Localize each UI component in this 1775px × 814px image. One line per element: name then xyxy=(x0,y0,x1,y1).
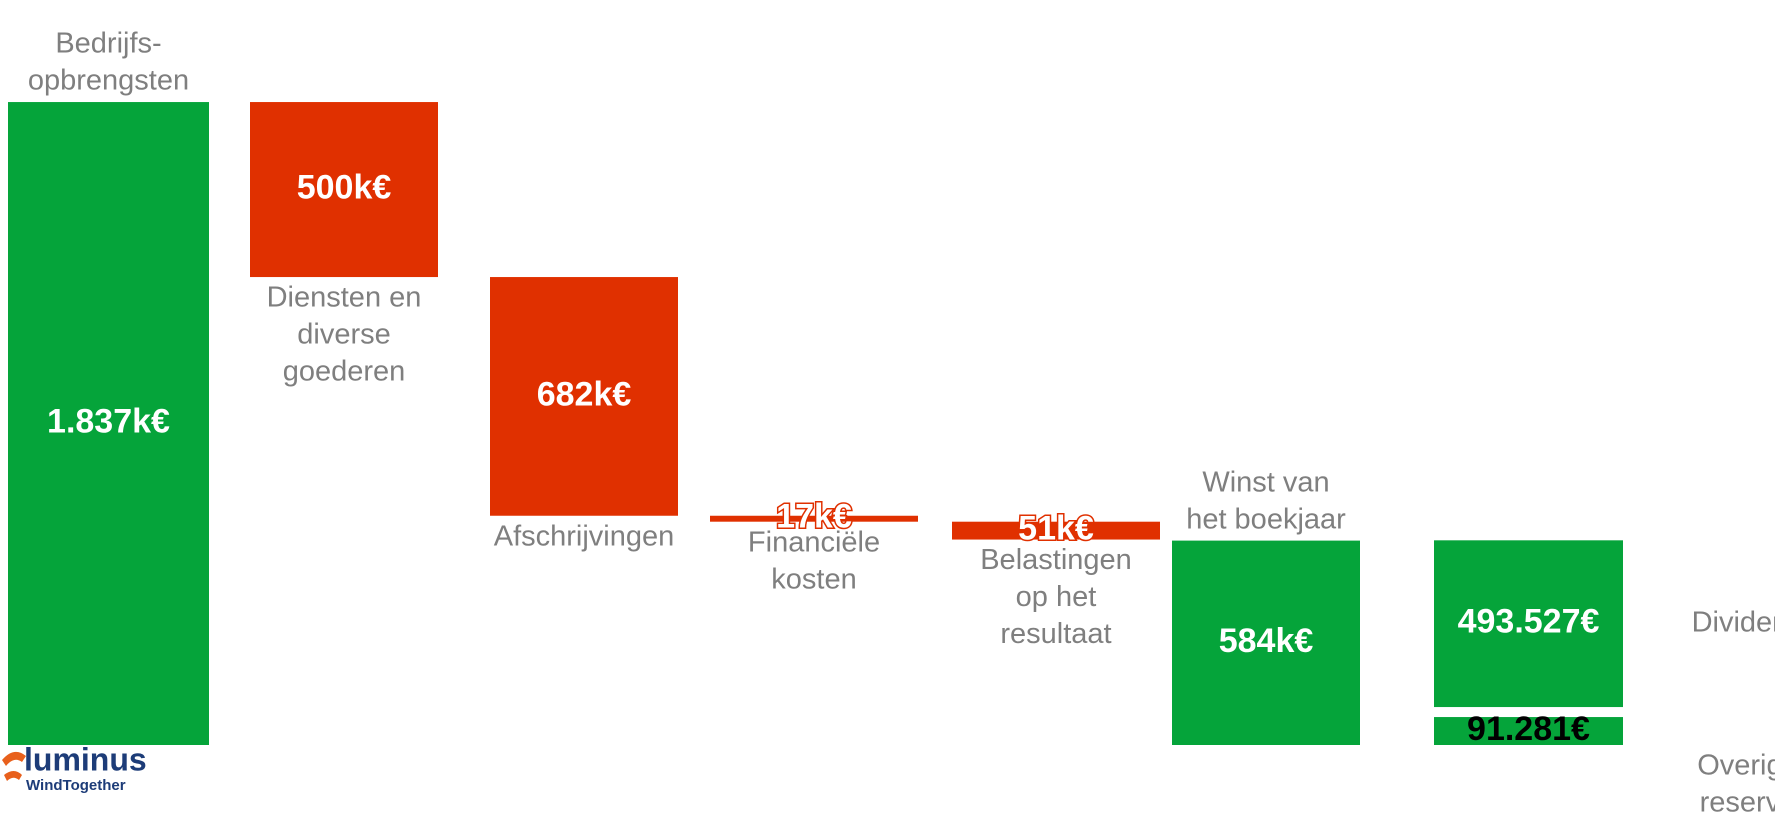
logo-name: luminus xyxy=(24,741,147,777)
category-label: kosten xyxy=(771,563,856,595)
bar xyxy=(8,102,209,746)
category-label: goederen xyxy=(283,356,406,388)
bar xyxy=(490,277,678,516)
category-label: reserve xyxy=(1700,787,1775,814)
category-label: Overige xyxy=(1697,750,1775,782)
category-label: opbrengsten xyxy=(28,65,189,97)
value-label: 500k€ xyxy=(297,169,392,207)
category-label: het boekjaar xyxy=(1186,503,1346,535)
logo: luminus WindTogether xyxy=(2,741,147,794)
bar xyxy=(1434,717,1623,745)
category-label: Afschrijvingen xyxy=(494,520,675,552)
logo-icon xyxy=(2,751,26,766)
value-label: 493.527€ xyxy=(1458,603,1600,641)
value-label: 1.837k€ xyxy=(47,403,170,441)
category-label: op het xyxy=(1016,581,1097,613)
bar xyxy=(952,521,1160,540)
value-label: 682k€ xyxy=(537,375,632,413)
value-label: 51k€ xyxy=(1018,510,1094,548)
value-label: 584k€ xyxy=(1219,622,1314,660)
category-label: diverse xyxy=(297,319,391,351)
category-label: Financiële xyxy=(748,526,880,558)
bar xyxy=(250,102,438,278)
category-label: resultaat xyxy=(1000,618,1111,650)
category-label: Diensten en xyxy=(267,282,422,314)
logo-tagline: WindTogether xyxy=(26,777,126,794)
category-label: Bedrijfs- xyxy=(55,28,161,60)
category-label: Belastingen xyxy=(980,544,1132,576)
category-label: Dividend xyxy=(1692,606,1775,638)
bar xyxy=(710,515,918,522)
bar xyxy=(1434,540,1623,708)
value-label: 17k€ xyxy=(776,498,852,536)
bar xyxy=(1172,540,1360,745)
logo-icon xyxy=(4,771,22,781)
category-label: Winst van xyxy=(1202,466,1329,498)
value-label: 91.281€ xyxy=(1467,710,1590,748)
